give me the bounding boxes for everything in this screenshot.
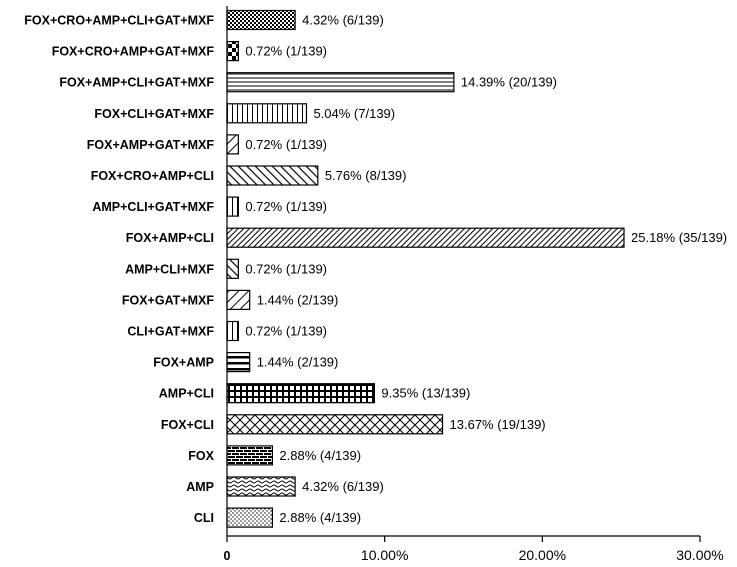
category-label: FOX+CRO+AMP+GAT+MXF	[52, 45, 215, 59]
bar	[226, 103, 308, 124]
bar	[226, 476, 296, 497]
data-label: 5.76% (8/139)	[325, 168, 407, 183]
bar	[226, 258, 239, 279]
category-label: AMP+CLI	[159, 387, 214, 401]
bar	[226, 320, 239, 342]
category-label: FOX+AMP+CLI	[126, 231, 214, 245]
bar	[226, 134, 239, 155]
bar	[226, 414, 444, 435]
x-tick-label: 30.00%	[676, 547, 723, 563]
x-tick-label: 20.00%	[519, 547, 566, 563]
data-labels: 4.32% (6/139) 0.72% (1/139) 14.39% (20/139…	[245, 13, 727, 526]
bar	[226, 289, 251, 310]
bars	[226, 9, 625, 528]
data-label: 14.39% (20/139)	[461, 75, 557, 90]
bar	[226, 227, 625, 248]
bar	[226, 165, 319, 186]
bar	[226, 383, 376, 404]
x-axis: 0 10.00% 20.00% 30.00%	[224, 6, 724, 563]
data-label: 9.35% (13/139)	[381, 386, 470, 401]
bar	[226, 445, 274, 466]
data-label: 5.04% (7/139)	[313, 106, 395, 121]
data-label: 25.18% (35/139)	[631, 230, 727, 245]
bar	[226, 9, 296, 31]
data-label: 0.72% (1/139)	[245, 324, 327, 339]
category-label: AMP	[186, 480, 214, 494]
data-label: 0.72% (1/139)	[245, 261, 327, 276]
category-label: FOX+CRO+AMP+CLI	[91, 169, 214, 183]
bar	[226, 507, 274, 528]
category-label: FOX+AMP	[153, 356, 214, 370]
data-label: 1.44% (2/139)	[257, 292, 339, 307]
category-labels: FOX+CRO+AMP+CLI+GAT+MXF FOX+CRO+AMP+GAT+M…	[24, 14, 214, 526]
category-label: FOX+AMP+GAT+MXF	[87, 138, 215, 152]
category-label: CLI+GAT+MXF	[127, 325, 214, 339]
data-label: 13.67% (19/139)	[450, 417, 546, 432]
category-label: FOX	[188, 449, 214, 463]
data-label: 0.72% (1/139)	[245, 44, 327, 59]
bar	[226, 196, 239, 217]
x-tick-label: 0	[224, 549, 231, 563]
category-label: FOX+CLI	[161, 418, 214, 432]
data-label: 2.88% (4/139)	[279, 510, 361, 525]
category-label: FOX+CLI+GAT+MXF	[94, 107, 214, 121]
data-label: 0.72% (1/139)	[245, 137, 327, 152]
category-label: FOX+AMP+CLI+GAT+MXF	[59, 76, 214, 90]
category-label: AMP+CLI+MXF	[125, 262, 214, 276]
data-label: 1.44% (2/139)	[257, 355, 339, 370]
x-tick-label: 10.00%	[361, 547, 408, 563]
data-label: 4.32% (6/139)	[302, 13, 384, 28]
category-label: FOX+GAT+MXF	[122, 293, 215, 307]
category-label: CLI	[194, 511, 214, 525]
data-label: 2.88% (4/139)	[279, 448, 361, 463]
category-label: AMP+CLI+GAT+MXF	[92, 200, 214, 214]
data-label: 4.32% (6/139)	[302, 479, 384, 494]
data-label: 0.72% (1/139)	[245, 199, 327, 214]
category-label: FOX+CRO+AMP+CLI+GAT+MXF	[24, 14, 214, 28]
bar	[226, 72, 455, 93]
bar	[226, 40, 239, 62]
bar	[226, 352, 251, 373]
